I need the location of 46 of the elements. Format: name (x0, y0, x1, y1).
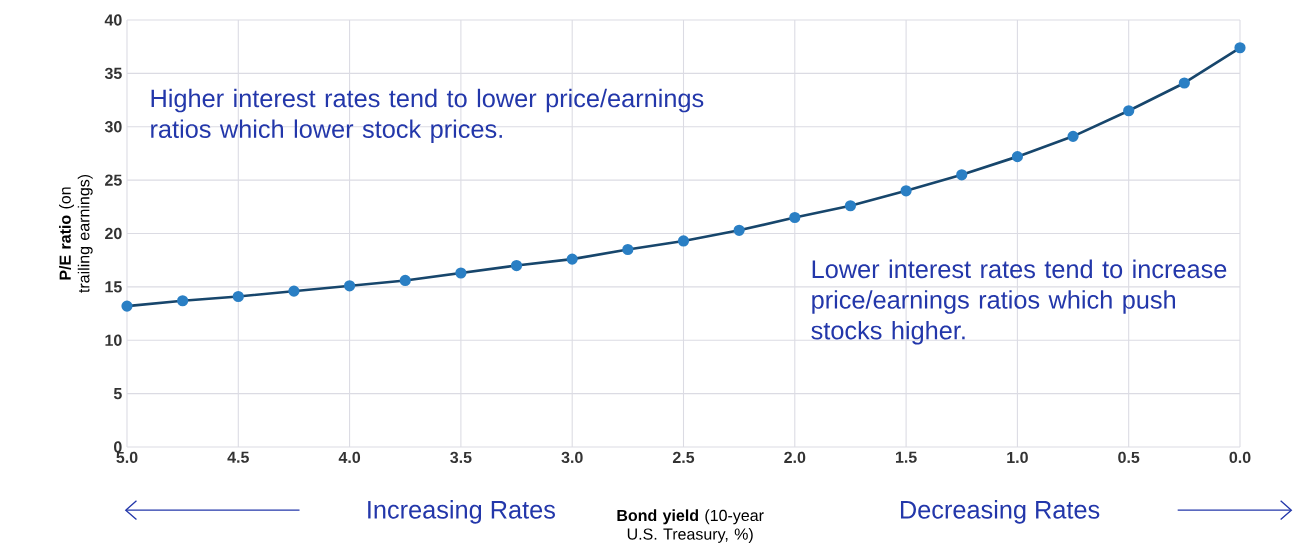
y-tick-label: 0 (114, 441, 122, 453)
point (1067, 130, 1079, 142)
point (510, 259, 523, 272)
point (566, 253, 578, 265)
point (1234, 42, 1246, 54)
point (677, 235, 690, 247)
x-tick-label: 1.0 (1007, 451, 1028, 464)
x-tick-label: 5.0 (116, 451, 138, 464)
x-tick-label: 4.5 (227, 451, 249, 463)
x-tick-label: 4.0 (338, 451, 361, 464)
text: Decreasing Rates (900, 500, 1100, 524)
y-tick-label: 35 (104, 67, 122, 80)
annotation: Lower interest rates tend to increase price/earnings ratios which push stocks higher. (811, 259, 1227, 345)
y-tick-label: 20 (105, 227, 122, 240)
x-tick-label: 3.0 (561, 451, 583, 464)
y-tick-label: 15 (105, 281, 122, 293)
point (789, 211, 801, 224)
x-tick-label: 0.0 (1229, 451, 1251, 464)
x-tick-label: 3.5 (450, 451, 472, 464)
point (121, 300, 133, 312)
point (733, 224, 745, 236)
point (900, 185, 912, 197)
y-tick-label: 30 (104, 121, 122, 133)
x-tick-label: 1.5 (895, 451, 917, 463)
point (455, 267, 467, 279)
point (622, 243, 634, 256)
x-axis-title: Bond yield (10-year U.S. Treasury, %) (617, 509, 764, 543)
point (177, 295, 189, 307)
y-tick-label: 5 (113, 388, 122, 400)
point (288, 285, 300, 297)
point (343, 280, 356, 292)
point (232, 290, 244, 303)
x-tick-label: 2.0 (784, 451, 806, 464)
point (399, 274, 411, 287)
y-tick-label: 25 (105, 174, 122, 186)
y-tick-label: 10 (105, 334, 122, 346)
x-tick-label: 2.5 (672, 451, 695, 464)
point (1178, 77, 1190, 89)
text: Increasing Rates (368, 500, 555, 524)
point (1123, 105, 1135, 117)
point (844, 200, 857, 212)
y-tick-label: 40 (104, 14, 122, 26)
annotation: Higher interest rates tend to lower price/earnings ratios which lower stock prices. (151, 88, 704, 144)
point (956, 169, 968, 181)
point (1011, 151, 1023, 163)
x-tick-label: 0.5 (1118, 451, 1140, 464)
